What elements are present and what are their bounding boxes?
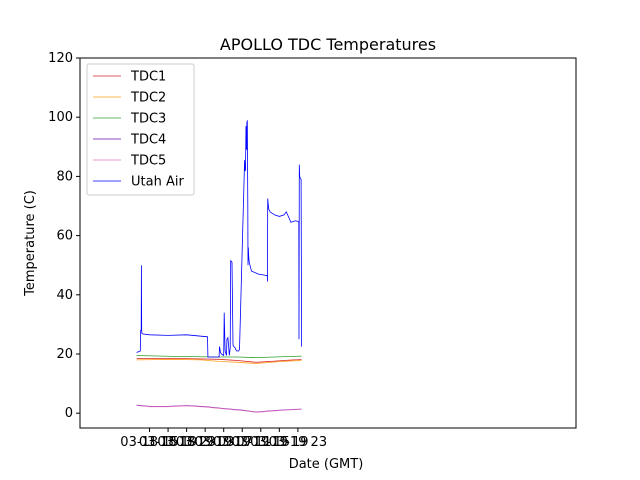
x-tick-label: 03-19 03: [176, 435, 234, 450]
x-tick-label: 03-18 19: [139, 435, 197, 450]
x-tick-label: 03-19 23: [269, 435, 327, 450]
y-tick-label: 20: [56, 347, 73, 362]
y-tick-label: 80: [56, 169, 73, 184]
legend-label: Utah Air: [131, 175, 184, 190]
chart-title: APOLLO TDC Temperatures: [220, 35, 436, 54]
x-tick-label: 03-19 11: [213, 435, 271, 450]
series-line-tdc2: [136, 358, 302, 364]
legend-label: TDC1: [130, 70, 166, 85]
series-line-tdc3: [136, 355, 302, 359]
series-line-tdc1: [136, 357, 302, 363]
legend-label: TDC4: [130, 133, 166, 148]
y-tick-label: 120: [48, 51, 73, 66]
y-tick-label: 40: [56, 288, 73, 303]
series-line-tdc5: [136, 405, 302, 413]
legend-label: TDC3: [130, 112, 166, 127]
x-tick-label: 03-19 07: [194, 435, 252, 450]
x-tick-label: 03-18 23: [157, 435, 215, 450]
y-tick-label: 100: [48, 110, 73, 125]
x-tick-label: 03-18 15: [120, 435, 178, 450]
legend: TDC1 TDC2 TDC3 TDC4 TDC5 Utah Air: [86, 63, 195, 196]
x-axis-label: Date (GMT): [289, 457, 364, 472]
x-tick-label: 03-19 19: [250, 435, 308, 450]
y-tick-label: 60: [56, 229, 73, 244]
legend-label: TDC2: [130, 91, 166, 106]
plot-frame: [79, 57, 577, 429]
series-line-utah-air: [136, 120, 303, 358]
legend-label: TDC5: [130, 154, 166, 169]
y-tick-label: 0: [65, 406, 73, 421]
plot-area: [136, 120, 303, 413]
y-axis-label: Temperature (C): [23, 190, 38, 297]
x-tick-label: 03-19 15: [232, 435, 290, 450]
y-axis: 0 20 40 60 80 100 120: [48, 51, 80, 421]
